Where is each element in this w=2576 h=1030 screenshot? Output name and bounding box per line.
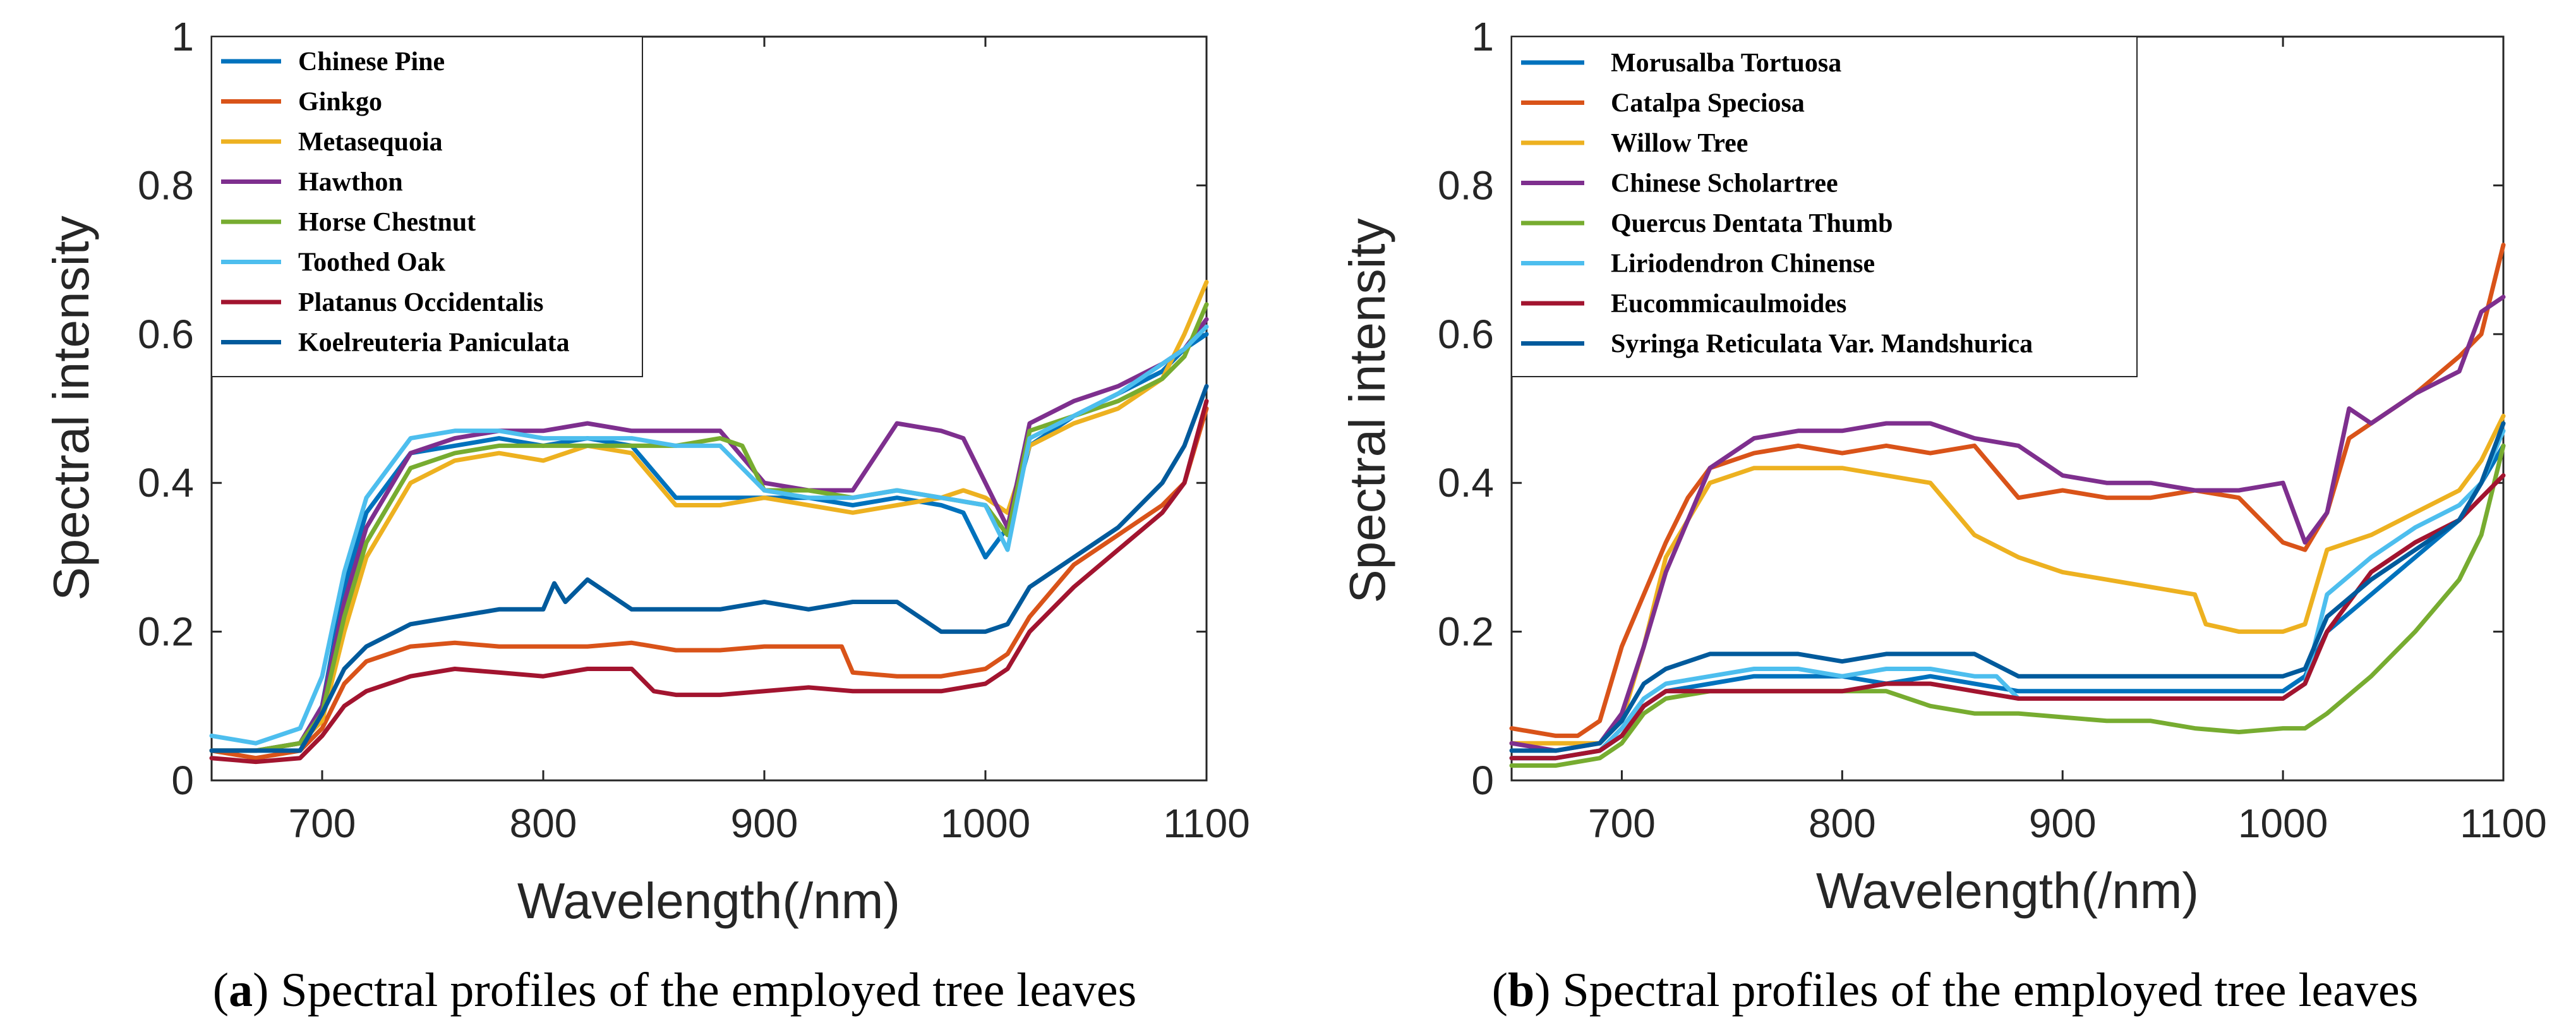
x-ticks-a: 700 800 900 1000 1100 [289, 37, 1250, 846]
x-ticks-b: 700 800 900 1000 1100 [1588, 37, 2547, 846]
series-line-koelreuteria-paniculata [209, 384, 1209, 753]
legend-label: Horse Chestnut [298, 208, 476, 237]
y-ticks-a: 0 0.2 0.4 0.6 0.8 1 [138, 14, 1207, 803]
legend-label: Willow Tree [1611, 129, 1748, 158]
legend-label: Chinese Pine [298, 47, 445, 76]
caption-text-b: ) Spectral profiles of the employed tree… [1534, 964, 2418, 1017]
x-tick-label: 1000 [2238, 801, 2328, 846]
x-tick-label: 900 [731, 801, 798, 846]
y-tick-label: 0.6 [1438, 312, 1494, 357]
series-line-syringa-reticulata-var-mandshurica [1509, 421, 2506, 753]
caption-letter-b: b [1508, 964, 1534, 1017]
y-axis-label-b: Spectral intensity [1339, 218, 1395, 603]
x-tick-label: 900 [2029, 801, 2097, 846]
x-tick-label: 700 [1588, 801, 1656, 846]
panel-b: 0 0.2 0.4 0.6 0.8 1 700 800 900 1000 1100 Morusal… [1339, 14, 2547, 1017]
panel-a: 0 0.2 0.4 0.6 0.8 1 700 800 900 1000 1100 Chinese… [43, 14, 1250, 1017]
legend-label: Liriodendron Chinense [1611, 250, 1875, 279]
legend-b: Morusalba Tortuosa Catalpa Speciosa Willow… [1511, 36, 2138, 377]
series-group-b [1509, 243, 2506, 768]
legend-box-a [211, 36, 643, 377]
x-tick-label: 1100 [1163, 801, 1250, 846]
legend-label: Chinese Scholartree [1611, 169, 1838, 198]
series-line-liriodendron-chinense [1509, 428, 2506, 761]
caption-a: (a) Spectral profiles of the employed tr… [213, 964, 1136, 1017]
legend-a: Chinese Pine Ginkgo Metasequoia Hawthon Hors… [211, 36, 643, 377]
x-tick-label: 700 [289, 801, 356, 846]
y-tick-label: 0.6 [138, 312, 194, 357]
series-line-chinese-scholartree [1509, 294, 2506, 753]
series-line-platanus-occidentalis [209, 399, 1209, 765]
legend-label: Quercus Dentata Thumb [1611, 209, 1893, 238]
y-ticks-b: 0 0.2 0.4 0.6 0.8 1 [1438, 14, 2503, 803]
x-tick-label: 800 [1809, 801, 1876, 846]
legend-label: Eucommicaulmoides [1611, 289, 1846, 318]
y-tick-label: 1 [171, 14, 194, 59]
y-tick-label: 0.4 [1438, 460, 1494, 506]
legend-label: Metasequoia [298, 128, 443, 157]
legend-label: Platanus Occidentalis [298, 288, 544, 317]
y-tick-label: 0.8 [1438, 162, 1494, 208]
y-tick-label: 0.2 [138, 609, 194, 655]
x-axis-label-a: Wavelength(/nm) [517, 873, 900, 929]
y-tick-label: 0 [1471, 758, 1494, 803]
y-tick-label: 1 [1471, 14, 1494, 59]
series-line-hawthon [209, 317, 1209, 753]
caption-b: (b) Spectral profiles of the employed tr… [1492, 964, 2419, 1017]
series-line-toothed-oak [209, 324, 1209, 746]
legend-box-b [1511, 36, 2138, 377]
series-line-metasequoia [209, 279, 1209, 753]
x-axis-label-b: Wavelength(/nm) [1816, 863, 2199, 919]
series-group-a [209, 279, 1209, 765]
series-line-quercus-dentata-thumb [1509, 443, 2506, 768]
y-tick-label: 0.4 [138, 460, 194, 506]
caption-text-a: ) Spectral profiles of the employed tree… [253, 964, 1136, 1017]
legend-label: Ginkgo [298, 88, 382, 117]
legend-label: Hawthon [298, 168, 403, 197]
y-tick-label: 0 [171, 758, 194, 803]
y-tick-label: 0.8 [138, 162, 194, 208]
x-tick-label: 1100 [2460, 801, 2547, 846]
legend-label: Morusalba Tortuosa [1611, 49, 1841, 78]
legend-label: Syringa Reticulata Var. Mandshurica [1611, 330, 2033, 359]
legend-label: Koelreuteria Paniculata [298, 329, 570, 358]
series-line-horse-chestnut [209, 302, 1209, 753]
legend-label: Toothed Oak [298, 248, 446, 277]
x-tick-label: 800 [510, 801, 577, 846]
x-tick-label: 1000 [941, 801, 1030, 846]
legend-label: Catalpa Speciosa [1611, 89, 1805, 118]
caption-letter-a: a [229, 964, 253, 1017]
series-line-chinese-pine [209, 332, 1209, 753]
series-line-ginkgo [209, 406, 1209, 761]
y-axis-label-a: Spectral intensity [43, 215, 99, 600]
series-line-catalpa-speciosa [1509, 243, 2506, 738]
y-tick-label: 0.2 [1438, 609, 1494, 655]
